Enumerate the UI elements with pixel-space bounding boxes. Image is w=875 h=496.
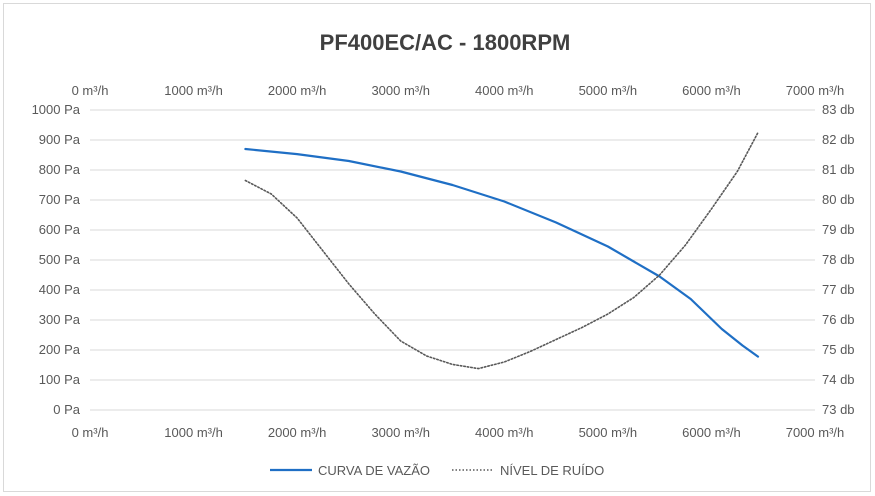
- x-top-tick-label: 5000 m³/h: [579, 83, 638, 98]
- y-left-tick-label: 100 Pa: [39, 372, 81, 387]
- x-top-tick-label: 0 m³/h: [72, 83, 109, 98]
- y-left-tick-label: 600 Pa: [39, 222, 81, 237]
- y-right-tick-label: 81 db: [822, 162, 855, 177]
- x-top-tick-label: 4000 m³/h: [475, 83, 534, 98]
- y-left-tick-label: 300 Pa: [39, 312, 81, 327]
- y-left-tick-label: 400 Pa: [39, 282, 81, 297]
- chart-frame: [3, 3, 871, 492]
- y-right-tick-label: 75 db: [822, 342, 855, 357]
- legend-label-noise-level: NÍVEL DE RUÍDO: [500, 463, 604, 478]
- chart-title: PF400EC/AC - 1800RPM: [320, 30, 571, 55]
- x-bottom-tick-label: 3000 m³/h: [371, 425, 430, 440]
- series-line-flow-curve: [244, 147, 760, 358]
- x-top-tick-label: 1000 m³/h: [164, 83, 223, 98]
- y-right-tick-label: 73 db: [822, 402, 855, 417]
- legend: CURVA DE VAZÃO NÍVEL DE RUÍDO: [270, 463, 604, 478]
- x-bottom-tick-label: 0 m³/h: [72, 425, 109, 440]
- axis-layer: 0 Pa 100 Pa 200 Pa 300 Pa 400 Pa 500 Pa 600 Pa…: [32, 83, 855, 440]
- y-left-tick-label: 0 Pa: [53, 402, 81, 417]
- y-left-tick-label: 500 Pa: [39, 252, 81, 267]
- y-left-tick-label: 1000 Pa: [32, 102, 81, 117]
- x-top-tick-label: 6000 m³/h: [682, 83, 741, 98]
- series-layer: [244, 131, 760, 370]
- x-bottom-tick-label: 1000 m³/h: [164, 425, 223, 440]
- x-top-tick-label: 7000 m³/h: [786, 83, 845, 98]
- y-right-tick-label: 80 db: [822, 192, 855, 207]
- y-right-tick-label: 77 db: [822, 282, 855, 297]
- y-right-tick-label: 76 db: [822, 312, 855, 327]
- y-left-tick-label: 200 Pa: [39, 342, 81, 357]
- x-top-tick-label: 3000 m³/h: [371, 83, 430, 98]
- y-right-tick-label: 79 db: [822, 222, 855, 237]
- legend-label-flow-curve: CURVA DE VAZÃO: [318, 463, 430, 478]
- x-bottom-tick-label: 6000 m³/h: [682, 425, 741, 440]
- x-top-tick-label: 2000 m³/h: [268, 83, 327, 98]
- x-bottom-tick-label: 4000 m³/h: [475, 425, 534, 440]
- x-bottom-tick-label: 2000 m³/h: [268, 425, 327, 440]
- y-left-tick-label: 900 Pa: [39, 132, 81, 147]
- x-bottom-tick-label: 5000 m³/h: [579, 425, 638, 440]
- y-left-tick-label: 700 Pa: [39, 192, 81, 207]
- x-bottom-tick-label: 7000 m³/h: [786, 425, 845, 440]
- y-right-tick-label: 82 db: [822, 132, 855, 147]
- grid-layer: [90, 109, 815, 411]
- y-right-tick-label: 83 db: [822, 102, 855, 117]
- y-right-tick-label: 74 db: [822, 372, 855, 387]
- y-left-tick-label: 800 Pa: [39, 162, 81, 177]
- y-right-tick-label: 78 db: [822, 252, 855, 267]
- series-line-noise-level: [244, 131, 759, 370]
